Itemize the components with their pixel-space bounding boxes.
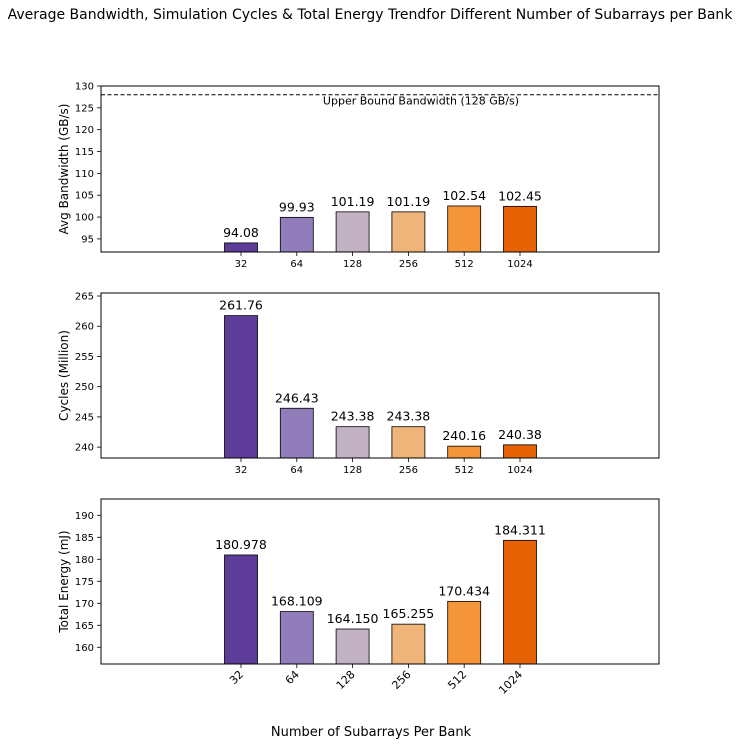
bar-32 <box>224 242 258 253</box>
bar-512 <box>447 600 482 665</box>
x-tick-label: 128 <box>334 668 358 692</box>
subplot-2: 261.76 246.43 243.38 243.38 240.16 240.38 240 2… <box>57 292 660 476</box>
value-label: 246.43 <box>275 390 319 405</box>
y-tick-label: 160 <box>75 643 94 654</box>
y-tick-label: 100 <box>75 213 94 224</box>
x-tick-label: 1024 <box>507 259 532 270</box>
y-tick-label: 255 <box>75 352 94 363</box>
y-tick-label: 170 <box>75 599 94 610</box>
y-axis-label: Cycles (Million) <box>57 330 71 421</box>
bar-1024 <box>503 444 537 459</box>
value-label: 102.45 <box>498 188 542 203</box>
value-label: 243.38 <box>331 409 375 424</box>
bar-64 <box>279 407 314 459</box>
x-tick-label: 256 <box>389 668 413 692</box>
bar-512 <box>447 445 482 459</box>
y-tick-label: 165 <box>75 621 94 632</box>
x-tick-label: 1024 <box>507 465 532 476</box>
y-tick-label: 95 <box>81 234 94 245</box>
y-tick-label: 265 <box>75 292 94 303</box>
y-tick-label: 175 <box>75 577 94 588</box>
value-label: 94.08 <box>223 225 259 240</box>
y-tick-label: 125 <box>75 103 94 114</box>
bar-32 <box>224 315 258 459</box>
y-axis-label: Total Energy (mJ) <box>57 530 71 633</box>
y-tick-label: 115 <box>75 147 94 158</box>
x-axis-label: Number of Subarrays Per Bank <box>271 725 472 740</box>
x-tick-label: 256 <box>399 465 418 476</box>
bar-1024 <box>503 539 537 665</box>
value-label: 101.19 <box>387 194 431 209</box>
bar-512 <box>447 205 482 253</box>
subplot-1: 94.08 99.93 101.19 101.19 102.54 102.45 Upper … <box>57 82 660 270</box>
bar-64 <box>279 611 314 665</box>
y-tick-label: 110 <box>75 169 94 180</box>
subplots: 94.08 99.93 101.19 101.19 102.54 102.45 Upper … <box>57 82 660 697</box>
value-label: 164.150 <box>327 611 379 626</box>
y-tick-label: 245 <box>75 412 94 423</box>
upper-bound-label: Upper Bound Bandwidth (128 GB/s) <box>323 95 519 108</box>
y-tick-label: 180 <box>75 555 94 566</box>
y-tick-label: 260 <box>75 322 94 333</box>
x-tick-label: 512 <box>445 668 469 692</box>
x-tick-label: 64 <box>290 259 303 270</box>
x-tick-label: 512 <box>455 259 474 270</box>
plot-frame <box>100 85 660 253</box>
bar-64 <box>279 216 314 253</box>
bar-256 <box>391 623 426 665</box>
value-label: 180.978 <box>215 537 267 552</box>
x-tick-label: 32 <box>235 465 248 476</box>
bar-128 <box>335 628 370 665</box>
value-label: 165.255 <box>383 606 435 621</box>
plot-frame <box>100 292 660 459</box>
x-tick-label: 64 <box>283 668 302 687</box>
x-tick-label: 64 <box>290 465 303 476</box>
value-label: 240.38 <box>498 427 542 442</box>
value-label: 184.311 <box>494 522 546 537</box>
x-tick-label: 512 <box>455 465 474 476</box>
value-label: 240.16 <box>442 428 486 443</box>
value-label: 99.93 <box>279 199 315 214</box>
x-tick-label: 32 <box>227 668 246 687</box>
bar-1024 <box>503 205 537 253</box>
value-label: 168.109 <box>271 594 323 609</box>
x-tick-label: 32 <box>235 259 248 270</box>
value-label: 102.54 <box>442 188 486 203</box>
value-label: 170.434 <box>438 583 490 598</box>
y-tick-label: 185 <box>75 533 94 544</box>
bar-256 <box>391 426 426 459</box>
y-tick-label: 120 <box>75 125 94 136</box>
bar-128 <box>335 211 370 253</box>
x-tick-label: 128 <box>343 259 362 270</box>
bar-256 <box>391 211 426 253</box>
y-tick-label: 240 <box>75 443 94 454</box>
bar-32 <box>224 554 258 665</box>
bar-128 <box>335 426 370 459</box>
value-label: 261.76 <box>219 298 263 313</box>
x-tick-label: 256 <box>399 259 418 270</box>
y-tick-label: 250 <box>75 382 94 393</box>
y-axis-label: Avg Bandwidth (GB/s) <box>57 104 71 235</box>
chart-title: Average Bandwidth, Simulation Cycles & T… <box>8 7 734 23</box>
value-label: 243.38 <box>387 409 431 424</box>
x-tick-label: 1024 <box>496 668 525 697</box>
x-tick-label: 128 <box>343 465 362 476</box>
y-tick-label: 130 <box>75 82 94 93</box>
y-tick-label: 105 <box>75 191 94 202</box>
plot-frame <box>100 498 660 665</box>
y-tick-label: 190 <box>75 511 94 522</box>
value-label: 101.19 <box>331 194 375 209</box>
